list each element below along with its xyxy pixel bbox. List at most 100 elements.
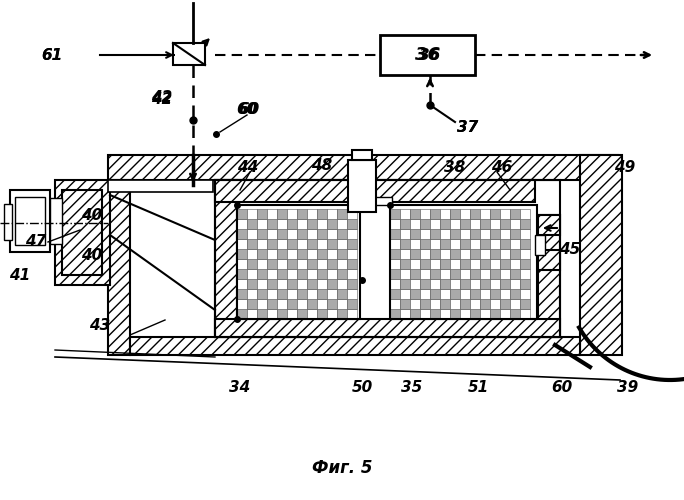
Bar: [277, 239, 287, 249]
Bar: [347, 289, 357, 299]
Bar: [470, 279, 480, 289]
Bar: [520, 289, 530, 299]
Bar: [538, 215, 560, 337]
Bar: [347, 299, 357, 309]
Bar: [430, 259, 440, 269]
Bar: [410, 239, 420, 249]
Bar: [460, 249, 470, 259]
Bar: [420, 259, 430, 269]
Bar: [277, 279, 287, 289]
Bar: [50, 198, 62, 244]
Bar: [520, 229, 530, 239]
Bar: [480, 309, 490, 319]
Bar: [327, 259, 337, 269]
Text: 40: 40: [81, 248, 103, 262]
Bar: [520, 259, 530, 269]
Text: 35: 35: [402, 380, 423, 396]
Bar: [470, 249, 480, 259]
Text: 39: 39: [618, 380, 639, 396]
Bar: [237, 229, 247, 239]
Bar: [430, 239, 440, 249]
Bar: [400, 309, 410, 319]
Bar: [480, 239, 490, 249]
Bar: [490, 229, 500, 239]
Text: 42: 42: [151, 90, 172, 106]
Bar: [500, 259, 510, 269]
Bar: [440, 289, 450, 299]
Bar: [317, 229, 327, 239]
Bar: [307, 259, 317, 269]
Bar: [337, 219, 347, 229]
Bar: [440, 279, 450, 289]
Bar: [400, 209, 410, 219]
Bar: [500, 229, 510, 239]
Bar: [400, 229, 410, 239]
Bar: [287, 279, 297, 289]
Bar: [327, 249, 337, 259]
Bar: [257, 309, 267, 319]
Bar: [390, 299, 400, 309]
Bar: [267, 229, 277, 239]
Bar: [297, 299, 307, 309]
Bar: [277, 249, 287, 259]
Bar: [108, 180, 213, 192]
Bar: [480, 269, 490, 279]
Bar: [440, 209, 450, 219]
Bar: [450, 209, 460, 219]
Bar: [287, 299, 297, 309]
Bar: [317, 289, 327, 299]
Bar: [440, 239, 450, 249]
Bar: [257, 279, 267, 289]
Bar: [317, 209, 327, 219]
Bar: [10, 190, 50, 252]
Bar: [480, 249, 490, 259]
Bar: [247, 279, 257, 289]
Text: 61: 61: [41, 48, 63, 62]
Bar: [307, 299, 317, 309]
Bar: [348, 160, 376, 212]
Bar: [347, 209, 357, 219]
Bar: [327, 279, 337, 289]
Bar: [490, 279, 500, 289]
Bar: [470, 229, 480, 239]
Bar: [390, 309, 400, 319]
Bar: [297, 289, 307, 299]
Bar: [347, 309, 357, 319]
Bar: [277, 299, 287, 309]
Bar: [237, 249, 247, 259]
Bar: [510, 299, 520, 309]
Bar: [430, 269, 440, 279]
Bar: [317, 249, 327, 259]
Bar: [267, 239, 277, 249]
Bar: [500, 219, 510, 229]
Bar: [130, 337, 580, 355]
Bar: [490, 219, 500, 229]
Bar: [247, 229, 257, 239]
Text: 47: 47: [25, 234, 47, 250]
Bar: [430, 209, 440, 219]
Bar: [480, 229, 490, 239]
Text: 50: 50: [352, 380, 373, 396]
Bar: [247, 289, 257, 299]
Bar: [450, 259, 460, 269]
Bar: [267, 279, 277, 289]
Bar: [460, 279, 470, 289]
Bar: [307, 209, 317, 219]
Bar: [4, 204, 12, 240]
Bar: [327, 239, 337, 249]
Bar: [538, 215, 560, 235]
Bar: [450, 299, 460, 309]
Bar: [307, 269, 317, 279]
Bar: [337, 289, 347, 299]
Bar: [500, 249, 510, 259]
Bar: [287, 289, 297, 299]
Bar: [352, 150, 372, 160]
Bar: [317, 259, 327, 269]
Bar: [440, 299, 450, 309]
Bar: [500, 309, 510, 319]
Bar: [257, 299, 267, 309]
Bar: [470, 259, 480, 269]
Bar: [267, 269, 277, 279]
Bar: [380, 35, 475, 75]
Bar: [440, 269, 450, 279]
